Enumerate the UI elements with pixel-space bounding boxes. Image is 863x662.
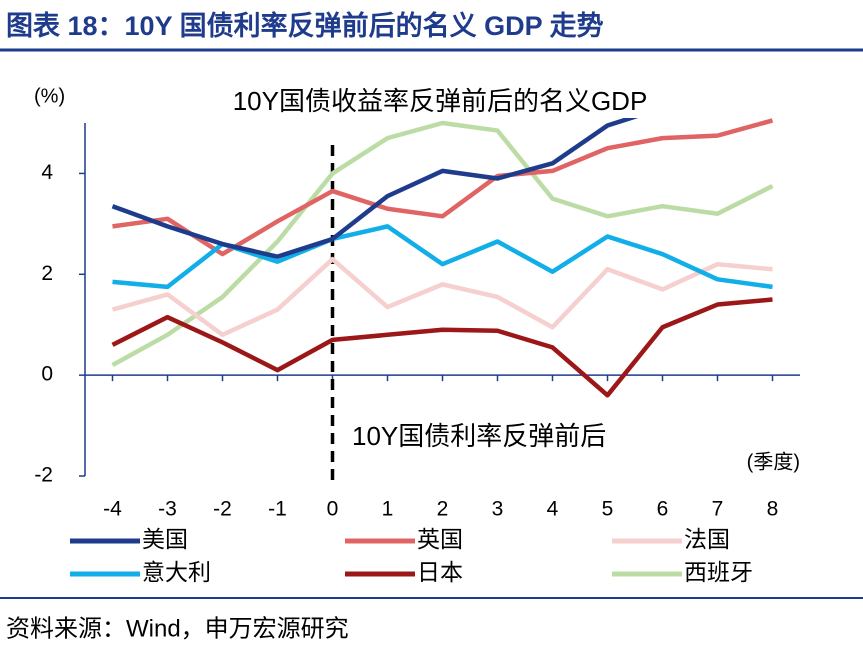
series-line [111, 297, 773, 398]
x-tick-label: 4 [547, 498, 559, 521]
y-tick-label: -2 [34, 464, 53, 487]
y-tick-label: 2 [41, 262, 53, 285]
legend-label: 法国 [684, 526, 730, 552]
y-tick-label: 4 [41, 161, 53, 184]
series-line [112, 118, 774, 257]
x-tick-label: -3 [158, 498, 177, 521]
x-tick-label: -2 [213, 498, 232, 521]
y-tick-label: 0 [41, 363, 53, 386]
legend-label: 美国 [142, 526, 188, 552]
annotation: 10Y国债利率反弹前后 [352, 421, 606, 451]
plot-area [111, 118, 774, 398]
header-title: 图表 18：10Y 国债利率反弹前后的名义 GDP 走势 [6, 10, 604, 41]
legend-label: 意大利 [142, 559, 211, 585]
x-tick-label: 1 [382, 498, 394, 521]
legend-label: 日本 [417, 559, 463, 585]
x-tick-label: -4 [103, 498, 122, 521]
series-line [111, 118, 639, 259]
y-unit: (%) [34, 85, 65, 107]
x-tick-label: 2 [437, 498, 449, 521]
x-tick-label: 3 [492, 498, 504, 521]
source: 资料来源：Wind，申万宏源研究 [6, 615, 349, 642]
x-tick-label: 6 [657, 498, 669, 521]
series-line [111, 120, 774, 368]
x-tick-label: -1 [268, 498, 287, 521]
x-tick-label: 0 [327, 498, 339, 521]
x-unit: (季度) [747, 450, 800, 473]
x-tick-label: 8 [767, 498, 779, 521]
series-line [111, 256, 773, 338]
chart-title: 10Y国债收益率反弹前后的名义GDP [233, 86, 648, 116]
x-tick-label: 7 [712, 498, 724, 521]
legend-label: 英国 [417, 526, 463, 552]
legend-label: 西班牙 [684, 559, 753, 585]
series-line [112, 224, 773, 290]
x-tick-label: 5 [602, 498, 614, 521]
